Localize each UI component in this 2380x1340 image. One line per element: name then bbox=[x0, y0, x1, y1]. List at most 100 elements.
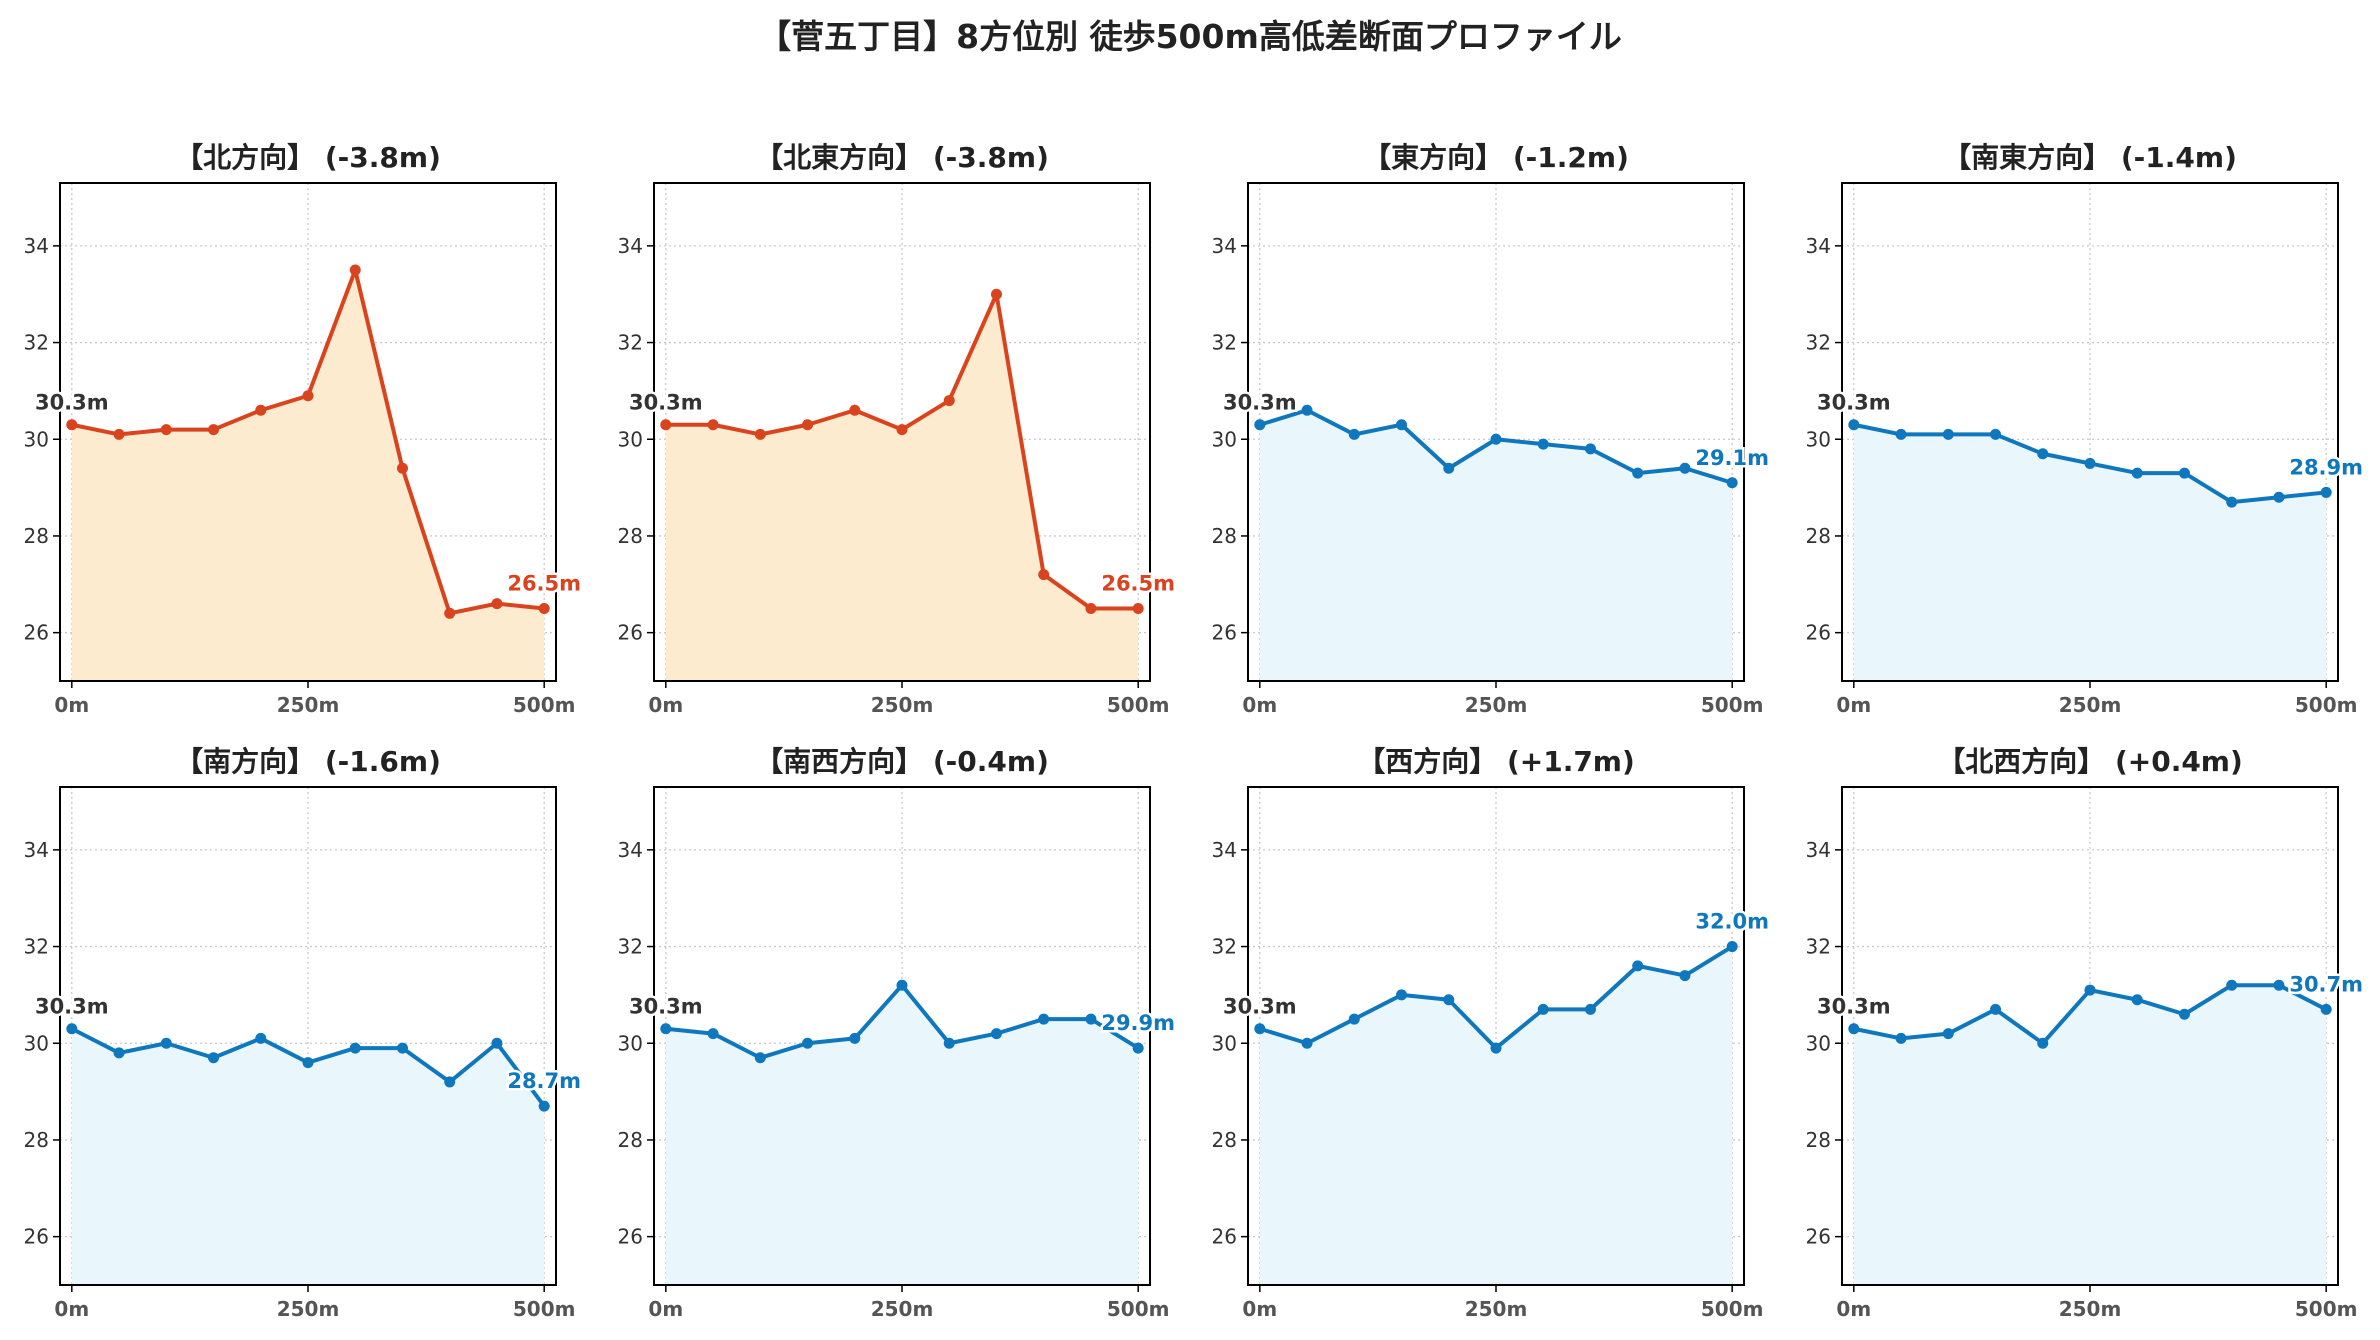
data-point bbox=[66, 419, 78, 431]
elevation-area bbox=[71, 1028, 545, 1285]
y-tick-label: 32 bbox=[1212, 331, 1237, 355]
data-point bbox=[1632, 467, 1644, 479]
x-tick-label: 500m bbox=[1107, 1297, 1170, 1321]
y-tick-label: 34 bbox=[24, 234, 49, 258]
end-elevation-label: 29.1m bbox=[1695, 446, 1769, 470]
data-point bbox=[990, 288, 1002, 300]
elevation-area bbox=[665, 294, 1139, 681]
data-point bbox=[707, 1028, 719, 1040]
data-point bbox=[849, 1032, 861, 1044]
start-elevation-label: 30.3m bbox=[1817, 995, 1891, 1019]
y-tick-label: 28 bbox=[618, 524, 643, 548]
chart-panel-2: 【北東方向】 (-3.8m) 26 28 30 32 34 0m 250m 500m 30.3m 2… bbox=[618, 141, 1178, 717]
start-elevation-label: 30.3m bbox=[629, 995, 703, 1019]
data-point bbox=[802, 419, 814, 431]
data-point bbox=[1990, 428, 2002, 440]
x-tick-label: 500m bbox=[2295, 1297, 2358, 1321]
data-point bbox=[1632, 960, 1644, 972]
data-point bbox=[1490, 1042, 1502, 1054]
x-tick-label: 250m bbox=[871, 1297, 934, 1321]
data-point bbox=[1254, 1023, 1266, 1035]
y-tick-label: 26 bbox=[1806, 621, 1831, 645]
data-point bbox=[849, 404, 861, 416]
data-point bbox=[396, 462, 408, 474]
data-point bbox=[538, 602, 550, 614]
x-tick-label: 0m bbox=[1836, 1297, 1871, 1321]
chart-panel-1: 【北方向】 (-3.8m) 26 28 30 32 34 0m 250m 500m 30.3m 26… bbox=[24, 141, 584, 717]
y-tick-label: 26 bbox=[618, 1225, 643, 1249]
y-tick-label: 30 bbox=[1806, 1031, 1831, 1055]
panel-title: 【南東方向】 (-1.4m) bbox=[1943, 141, 2237, 174]
end-elevation-label: 26.5m bbox=[1101, 571, 1175, 595]
y-tick-label: 30 bbox=[1212, 427, 1237, 451]
y-tick-label: 32 bbox=[618, 331, 643, 355]
y-tick-label: 34 bbox=[618, 838, 643, 862]
y-tick-label: 30 bbox=[1806, 427, 1831, 451]
data-point bbox=[66, 1023, 78, 1035]
start-elevation-label: 30.3m bbox=[1223, 391, 1297, 415]
data-point bbox=[396, 1042, 408, 1054]
data-point bbox=[1443, 462, 1455, 474]
data-point bbox=[208, 424, 220, 436]
y-tick-label: 34 bbox=[24, 838, 49, 862]
panel-title: 【北西方向】 (+0.4m) bbox=[1937, 745, 2243, 778]
x-tick-label: 500m bbox=[513, 693, 576, 717]
end-elevation-label: 32.0m bbox=[1695, 910, 1769, 934]
x-tick-label: 250m bbox=[2059, 1297, 2122, 1321]
data-point bbox=[1490, 433, 1502, 445]
elevation-area bbox=[665, 985, 1139, 1285]
y-tick-label: 34 bbox=[618, 234, 643, 258]
data-point bbox=[2226, 979, 2238, 991]
y-tick-label: 32 bbox=[1212, 935, 1237, 959]
data-point bbox=[444, 1076, 456, 1088]
data-point bbox=[2226, 496, 2238, 508]
x-tick-label: 500m bbox=[2295, 693, 2358, 717]
data-point bbox=[990, 1028, 1002, 1040]
x-tick-label: 0m bbox=[1836, 693, 1871, 717]
x-tick-label: 250m bbox=[1465, 693, 1528, 717]
data-point bbox=[754, 1052, 766, 1064]
data-point bbox=[302, 390, 314, 402]
data-point bbox=[1038, 1013, 1050, 1025]
end-elevation-label: 30.7m bbox=[2289, 972, 2363, 996]
data-point bbox=[2037, 448, 2049, 460]
data-point bbox=[707, 419, 719, 431]
chart-panel-7: 【西方向】 (+1.7m) 26 28 30 32 34 0m 250m 500m 30.3m 32… bbox=[1212, 745, 1772, 1321]
x-tick-label: 250m bbox=[871, 693, 934, 717]
elevation-area bbox=[1259, 410, 1733, 681]
data-point bbox=[802, 1037, 814, 1049]
data-point bbox=[1990, 1003, 2002, 1015]
x-tick-label: 0m bbox=[54, 1297, 89, 1321]
y-tick-label: 32 bbox=[618, 935, 643, 959]
y-tick-label: 28 bbox=[1212, 1128, 1237, 1152]
y-tick-label: 26 bbox=[24, 1225, 49, 1249]
chart-panel-6: 【南西方向】 (-0.4m) 26 28 30 32 34 0m 250m 500m 30.3m 2… bbox=[618, 745, 1178, 1321]
end-elevation-label: 28.9m bbox=[2289, 455, 2363, 479]
data-point bbox=[1537, 1003, 1549, 1015]
data-point bbox=[1895, 428, 1907, 440]
data-point bbox=[754, 428, 766, 440]
data-point bbox=[160, 424, 172, 436]
data-point bbox=[1726, 477, 1738, 489]
data-point bbox=[1584, 1003, 1596, 1015]
data-point bbox=[896, 979, 908, 991]
x-tick-label: 500m bbox=[1107, 693, 1170, 717]
data-point bbox=[1942, 428, 1954, 440]
y-tick-label: 34 bbox=[1806, 838, 1831, 862]
y-tick-label: 32 bbox=[1806, 331, 1831, 355]
x-tick-label: 500m bbox=[513, 1297, 576, 1321]
y-tick-label: 32 bbox=[24, 935, 49, 959]
data-point bbox=[943, 395, 955, 407]
y-tick-label: 28 bbox=[24, 1128, 49, 1152]
y-tick-label: 28 bbox=[1212, 524, 1237, 548]
x-tick-label: 250m bbox=[2059, 693, 2122, 717]
y-tick-label: 26 bbox=[618, 621, 643, 645]
start-elevation-label: 30.3m bbox=[629, 391, 703, 415]
data-point bbox=[255, 1032, 267, 1044]
chart-panel-4: 【南東方向】 (-1.4m) 26 28 30 32 34 0m 250m 500m 30.3m 2… bbox=[1806, 141, 2366, 717]
y-tick-label: 28 bbox=[1806, 524, 1831, 548]
data-point bbox=[1396, 419, 1408, 431]
x-tick-label: 0m bbox=[54, 693, 89, 717]
data-point bbox=[208, 1052, 220, 1064]
